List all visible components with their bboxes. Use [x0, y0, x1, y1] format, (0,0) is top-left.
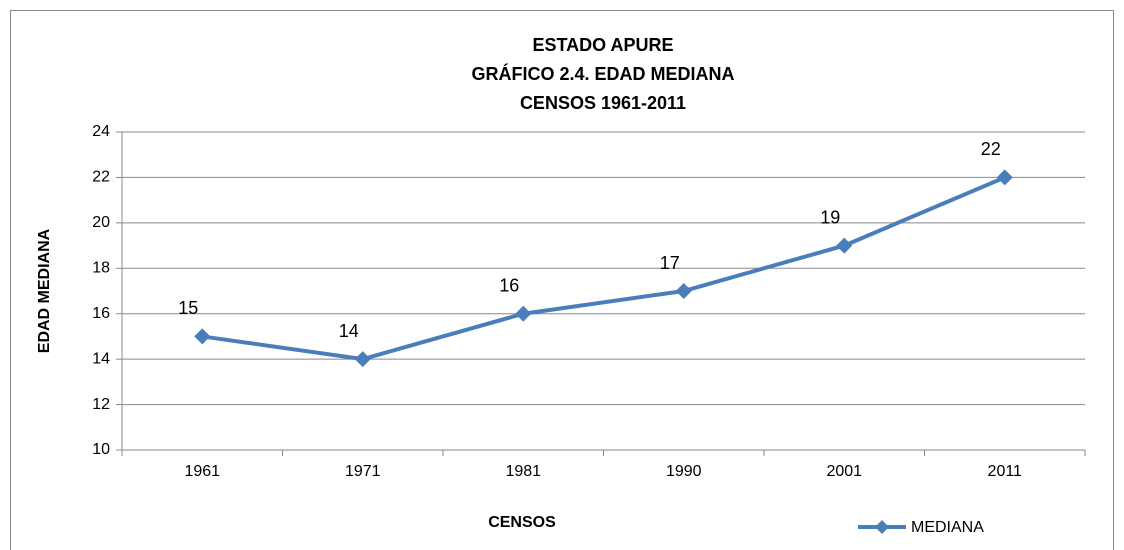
data-point	[675, 283, 692, 299]
y-tick-label: 20	[92, 214, 110, 231]
y-tick-label: 22	[92, 169, 110, 186]
data-label: 19	[820, 207, 840, 227]
y-tick-label: 10	[92, 441, 110, 458]
y-tick-label: 14	[92, 350, 110, 367]
data-point	[836, 237, 853, 254]
y-tick-label: 16	[92, 305, 110, 322]
data-point	[996, 169, 1013, 186]
y-axis-title: EDAD MEDIANA	[36, 228, 53, 353]
y-tick-label: 12	[92, 396, 110, 413]
data-label: 22	[981, 139, 1001, 159]
x-tick-label: 1971	[345, 463, 381, 480]
chart-title: GRÁFICO 2.4. EDAD MEDIANA	[471, 63, 734, 84]
data-point	[194, 328, 211, 345]
data-label: 16	[499, 275, 519, 295]
chart-border	[10, 10, 1114, 550]
data-point	[354, 351, 371, 368]
chart-title: ESTADO APURE	[532, 35, 673, 55]
chart-title: CENSOS 1961-2011	[520, 93, 686, 113]
x-tick-label: 1990	[666, 463, 702, 480]
y-tick-label: 18	[92, 260, 110, 277]
legend-marker	[875, 520, 889, 534]
x-tick-label: 2001	[826, 463, 862, 480]
data-label: 14	[339, 321, 359, 341]
x-tick-label: 1981	[505, 463, 541, 480]
y-tick-label: 24	[92, 123, 110, 140]
data-label: 15	[178, 298, 198, 318]
x-tick-label: 2011	[988, 463, 1023, 480]
x-tick-label: 1961	[184, 463, 220, 480]
series-line	[201, 175, 1006, 362]
data-label: 17	[660, 253, 680, 273]
legend-label: MEDIANA	[911, 519, 984, 536]
x-axis-title: CENSOS	[488, 514, 556, 531]
data-point	[515, 305, 532, 322]
